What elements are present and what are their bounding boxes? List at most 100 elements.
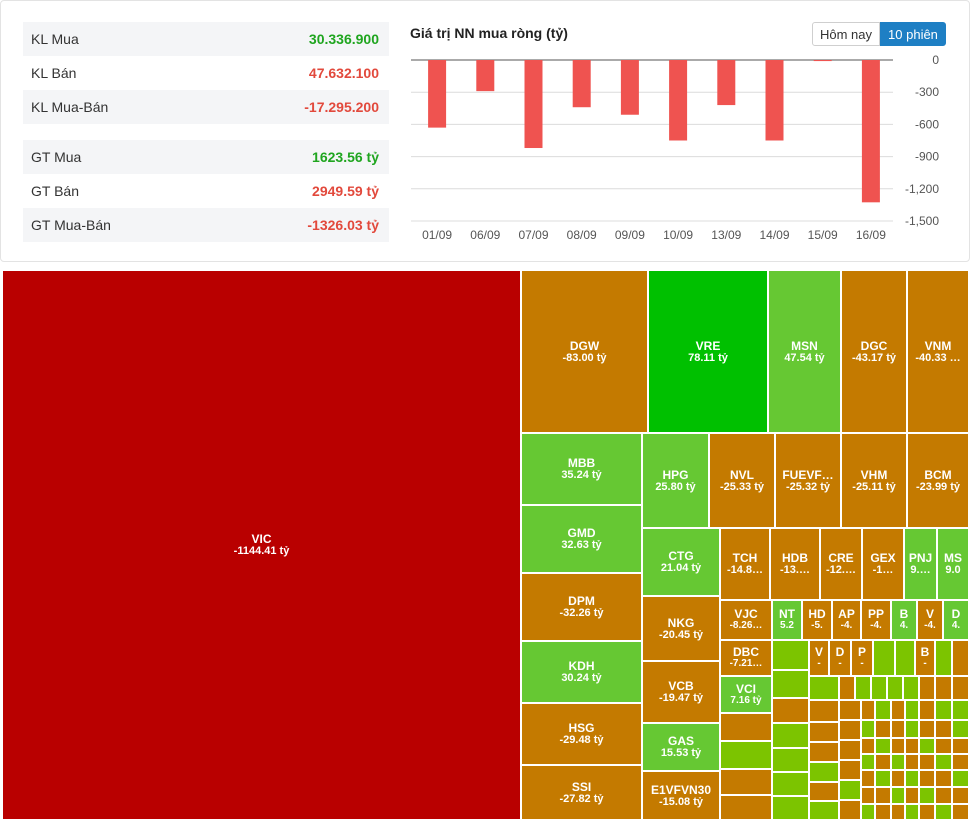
treemap-tile-small[interactable] [875, 754, 891, 770]
treemap-tile-small[interactable] [952, 720, 969, 738]
treemap-tile-small[interactable] [871, 676, 887, 700]
treemap-tile-small[interactable] [935, 720, 952, 738]
treemap-tile-small[interactable] [952, 804, 969, 820]
treemap-tile-small[interactable] [919, 770, 935, 787]
treemap-tile-small[interactable] [809, 801, 839, 820]
treemap-tile-small[interactable] [919, 700, 935, 720]
treemap-tile-small[interactable] [861, 787, 875, 804]
treemap-tile-small[interactable] [720, 795, 772, 820]
treemap-tile-vjc[interactable]: VJC -8.26… [720, 600, 772, 640]
treemap-tile-small[interactable] [935, 676, 952, 700]
treemap-tile-vhm[interactable]: VHM -25.11 tỷ [841, 433, 907, 528]
treemap-tile-small[interactable] [935, 738, 952, 754]
treemap-tile-small[interactable] [861, 720, 875, 738]
treemap-tile-small[interactable] [905, 720, 919, 738]
treemap-tile-small[interactable] [875, 700, 891, 720]
treemap-tile-small[interactable] [720, 741, 772, 769]
treemap-tile-small[interactable] [772, 723, 809, 748]
bar[interactable] [572, 60, 591, 108]
treemap-tile-small[interactable] [952, 787, 969, 804]
treemap-tile-b2[interactable]: B- [915, 640, 935, 676]
treemap-tile-dgc[interactable]: DGC -43.17 tỷ [841, 270, 907, 433]
treemap-tile-b[interactable]: B 4. [891, 600, 917, 640]
treemap-tile-pnj[interactable]: PNJ 9.… [904, 528, 937, 600]
treemap-tile-ssi[interactable]: SSI -27.82 tỷ [521, 765, 642, 820]
treemap-tile-small[interactable] [875, 787, 891, 804]
treemap-tile-small[interactable] [809, 742, 839, 762]
treemap-tile-small[interactable] [935, 754, 952, 770]
treemap-tile-small[interactable] [839, 700, 861, 720]
treemap-tile-small[interactable] [839, 800, 861, 820]
treemap-tile-small[interactable] [905, 770, 919, 787]
treemap-tile-gmd[interactable]: GMD 32.63 tỷ [521, 505, 642, 573]
treemap-tile-small[interactable] [772, 698, 809, 723]
treemap-tile-ap[interactable]: AP -4. [832, 600, 861, 640]
treemap-tile-d2[interactable]: D- [829, 640, 851, 676]
treemap-tile-small[interactable] [952, 640, 969, 676]
treemap-tile-kdh[interactable]: KDH 30.24 tỷ [521, 641, 642, 703]
today-button[interactable]: Hôm nay [812, 22, 881, 46]
treemap-tile-small[interactable] [772, 772, 809, 796]
treemap-tile-hd[interactable]: HD -5. [802, 600, 832, 640]
ten-sessions-button[interactable]: 10 phiên [880, 22, 946, 46]
treemap-tile-small[interactable] [875, 720, 891, 738]
treemap-tile-small[interactable] [891, 720, 905, 738]
treemap-tile-small[interactable] [952, 738, 969, 754]
treemap-tile-small[interactable] [873, 640, 895, 676]
treemap-tile-small[interactable] [952, 770, 969, 787]
treemap-tile-vcb[interactable]: VCB -19.47 tỷ [642, 661, 720, 723]
treemap-tile-msn[interactable]: MSN 47.54 tỷ [768, 270, 841, 433]
treemap-tile-small[interactable] [891, 700, 905, 720]
treemap-tile-e1vfvn30[interactable]: E1VFVN30 -15.08 tỷ [642, 771, 720, 820]
treemap-tile-small[interactable] [861, 700, 875, 720]
treemap-tile-hpg[interactable]: HPG 25.80 tỷ [642, 433, 709, 528]
bar[interactable] [524, 60, 543, 149]
bar[interactable] [669, 60, 688, 141]
treemap-tile-small[interactable] [952, 676, 969, 700]
treemap-tile-hsg[interactable]: HSG -29.48 tỷ [521, 703, 642, 765]
treemap-tile-vre[interactable]: VRE 78.11 tỷ [648, 270, 768, 433]
treemap-tile-gex[interactable]: GEX -1… [862, 528, 904, 600]
treemap-tile-dbc[interactable]: DBC -7.21… [720, 640, 772, 676]
treemap-tile-bcm[interactable]: BCM -23.99 tỷ [907, 433, 969, 528]
treemap-tile-small[interactable] [772, 670, 809, 698]
treemap-tile-small[interactable] [905, 738, 919, 754]
treemap-tile-small[interactable] [905, 700, 919, 720]
bar[interactable] [765, 60, 784, 141]
treemap-tile-small[interactable] [935, 700, 952, 720]
treemap-tile-small[interactable] [887, 676, 903, 700]
bar[interactable] [813, 60, 832, 62]
treemap-tile-small[interactable] [905, 754, 919, 770]
treemap-tile-ctg[interactable]: CTG 21.04 tỷ [642, 528, 720, 596]
treemap-tile-small[interactable] [809, 676, 839, 700]
treemap-tile-small[interactable] [891, 770, 905, 787]
treemap-tile-dpm[interactable]: DPM -32.26 tỷ [521, 573, 642, 641]
treemap-tile-small[interactable] [720, 769, 772, 795]
treemap-tile-v[interactable]: V -4. [917, 600, 943, 640]
treemap-tile-small[interactable] [905, 787, 919, 804]
treemap-tile-small[interactable] [855, 676, 871, 700]
bar[interactable] [861, 60, 880, 203]
treemap-tile-ms[interactable]: MS 9.0 [937, 528, 969, 600]
bar[interactable] [620, 60, 639, 115]
treemap-tile-small[interactable] [919, 720, 935, 738]
treemap-tile-small[interactable] [935, 787, 952, 804]
bar[interactable] [476, 60, 495, 92]
treemap-tile-small[interactable] [891, 738, 905, 754]
treemap-tile-small[interactable] [772, 640, 809, 670]
bar[interactable] [717, 60, 736, 106]
treemap-tile-p2[interactable]: P- [851, 640, 873, 676]
treemap-tile-tch[interactable]: TCH -14.8… [720, 528, 770, 600]
treemap-tile-small[interactable] [919, 754, 935, 770]
treemap-tile-small[interactable] [839, 676, 855, 700]
treemap-tile-small[interactable] [891, 804, 905, 820]
treemap-tile-small[interactable] [891, 754, 905, 770]
treemap-tile-small[interactable] [935, 640, 952, 676]
treemap-tile-hdb[interactable]: HDB -13.… [770, 528, 820, 600]
treemap-tile-small[interactable] [919, 738, 935, 754]
treemap-tile-d[interactable]: D 4. [943, 600, 969, 640]
treemap-tile-cre[interactable]: CRE -12.… [820, 528, 862, 600]
treemap-tile-small[interactable] [919, 787, 935, 804]
treemap-tile-small[interactable] [919, 676, 935, 700]
treemap-tile-vic[interactable]: VIC -1144.41 tỷ [2, 270, 521, 820]
